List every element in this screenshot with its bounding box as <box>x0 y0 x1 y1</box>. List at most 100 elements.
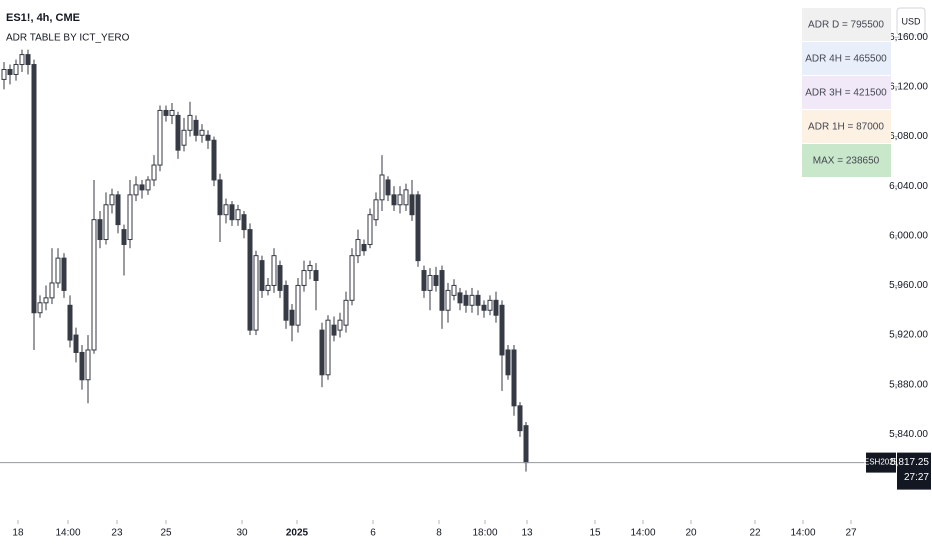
y-tick-label: 5,960.00 <box>889 280 928 291</box>
candle-body <box>181 129 187 146</box>
indicator-name: ADR TABLE BY ICT_YERO <box>6 33 130 44</box>
candle-body <box>253 255 259 331</box>
candle-body <box>235 209 241 221</box>
y-tick-label: 5,920.00 <box>889 330 928 341</box>
candle-body <box>169 109 175 116</box>
symbol-tag: ESH2025 <box>864 458 899 467</box>
candle-body <box>61 257 67 291</box>
candle-body <box>511 349 517 407</box>
last-price-box <box>897 452 931 490</box>
table-cell <box>802 144 891 177</box>
y-tick-label: 6,080.00 <box>889 131 928 142</box>
x-tick-label: 20 <box>685 528 697 539</box>
candle-body <box>157 109 163 166</box>
candle-body <box>331 324 337 336</box>
candle-body <box>259 260 265 291</box>
x-tick-label: 8 <box>436 528 442 539</box>
candle-body <box>85 349 91 381</box>
candle-body <box>13 64 19 75</box>
x-tick-label: 23 <box>111 528 123 539</box>
last-price-label: 5,817.25 <box>890 457 929 468</box>
y-tick-label: 6,120.00 <box>889 82 928 93</box>
x-tick-label: 14:00 <box>56 528 81 539</box>
candle-body <box>367 214 373 245</box>
candle-body <box>217 179 223 216</box>
candle-body <box>499 304 505 356</box>
candle-body <box>469 294 475 306</box>
candle-body <box>229 204 235 221</box>
table-cell <box>802 110 891 143</box>
table-text: MAX = 238650 <box>813 156 880 167</box>
candle-body <box>325 319 331 376</box>
candle-body <box>241 214 247 231</box>
x-tick-label: 30 <box>236 528 248 539</box>
candle-body <box>139 184 145 191</box>
candle-body <box>505 349 511 376</box>
candle-body <box>67 304 73 341</box>
candle-body <box>379 174 385 201</box>
candle-body <box>487 299 493 311</box>
x-tick-label: 25 <box>160 528 172 539</box>
x-tick-label: 18:00 <box>473 528 498 539</box>
candle-body <box>457 292 463 304</box>
candle-body <box>199 129 205 136</box>
x-tick-label: 18 <box>12 528 24 539</box>
candle-body <box>451 284 457 296</box>
y-tick-label: 5,840.00 <box>889 429 928 440</box>
candle-body <box>79 351 85 381</box>
candle-body <box>7 68 13 75</box>
x-tick-label: 14:00 <box>630 528 655 539</box>
candle-body <box>385 179 391 196</box>
candle-body <box>475 294 481 306</box>
symbol-tag-box <box>866 452 896 473</box>
candle-body <box>301 270 307 286</box>
candle-body <box>391 194 397 206</box>
table-text: ADR D = 795500 <box>808 20 884 31</box>
candle-body <box>193 119 199 136</box>
candle-body <box>91 219 97 351</box>
x-tick-label: 2025 <box>286 528 309 539</box>
candle-body <box>205 134 211 141</box>
table-text: ADR 4H = 465500 <box>805 54 887 65</box>
table-cell <box>802 42 891 75</box>
candle-body <box>319 329 325 376</box>
candle-body <box>211 139 217 181</box>
candle-body <box>127 194 133 241</box>
candle-body <box>19 54 25 66</box>
x-tick-label: 13 <box>521 528 533 539</box>
candle-body <box>1 68 7 80</box>
candle-body <box>73 334 79 353</box>
x-tick-label: 27 <box>845 528 857 539</box>
candle-body <box>409 194 415 216</box>
candle-body <box>349 255 355 301</box>
candle-body <box>103 204 109 241</box>
candle-body <box>373 199 379 221</box>
candle-body <box>223 204 229 216</box>
candle-body <box>31 64 37 314</box>
candle-body <box>49 282 55 299</box>
currency-button[interactable] <box>896 7 926 36</box>
candle-body <box>517 405 523 432</box>
candle-body <box>523 425 529 464</box>
candle-body <box>277 265 283 291</box>
currency-label[interactable]: USD <box>901 16 921 26</box>
candle-body <box>463 294 469 306</box>
candle-body <box>403 189 409 206</box>
candle-body <box>433 275 439 286</box>
candle-body <box>175 114 181 151</box>
candle-body <box>187 114 193 131</box>
candle-body <box>307 265 313 272</box>
candle-body <box>343 299 349 326</box>
y-tick-label: 5,880.00 <box>889 379 928 390</box>
candle-body <box>163 109 169 116</box>
x-tick-label: 15 <box>589 528 601 539</box>
candle-body <box>121 229 127 245</box>
candle-body <box>25 54 31 66</box>
candle-body <box>271 255 277 286</box>
candle-body <box>427 275 433 291</box>
y-tick-label: 6,160.00 <box>889 32 928 43</box>
candle-body <box>115 194 121 226</box>
candle-body <box>481 304 487 311</box>
candle-body <box>295 284 301 326</box>
candle-body <box>151 164 157 181</box>
